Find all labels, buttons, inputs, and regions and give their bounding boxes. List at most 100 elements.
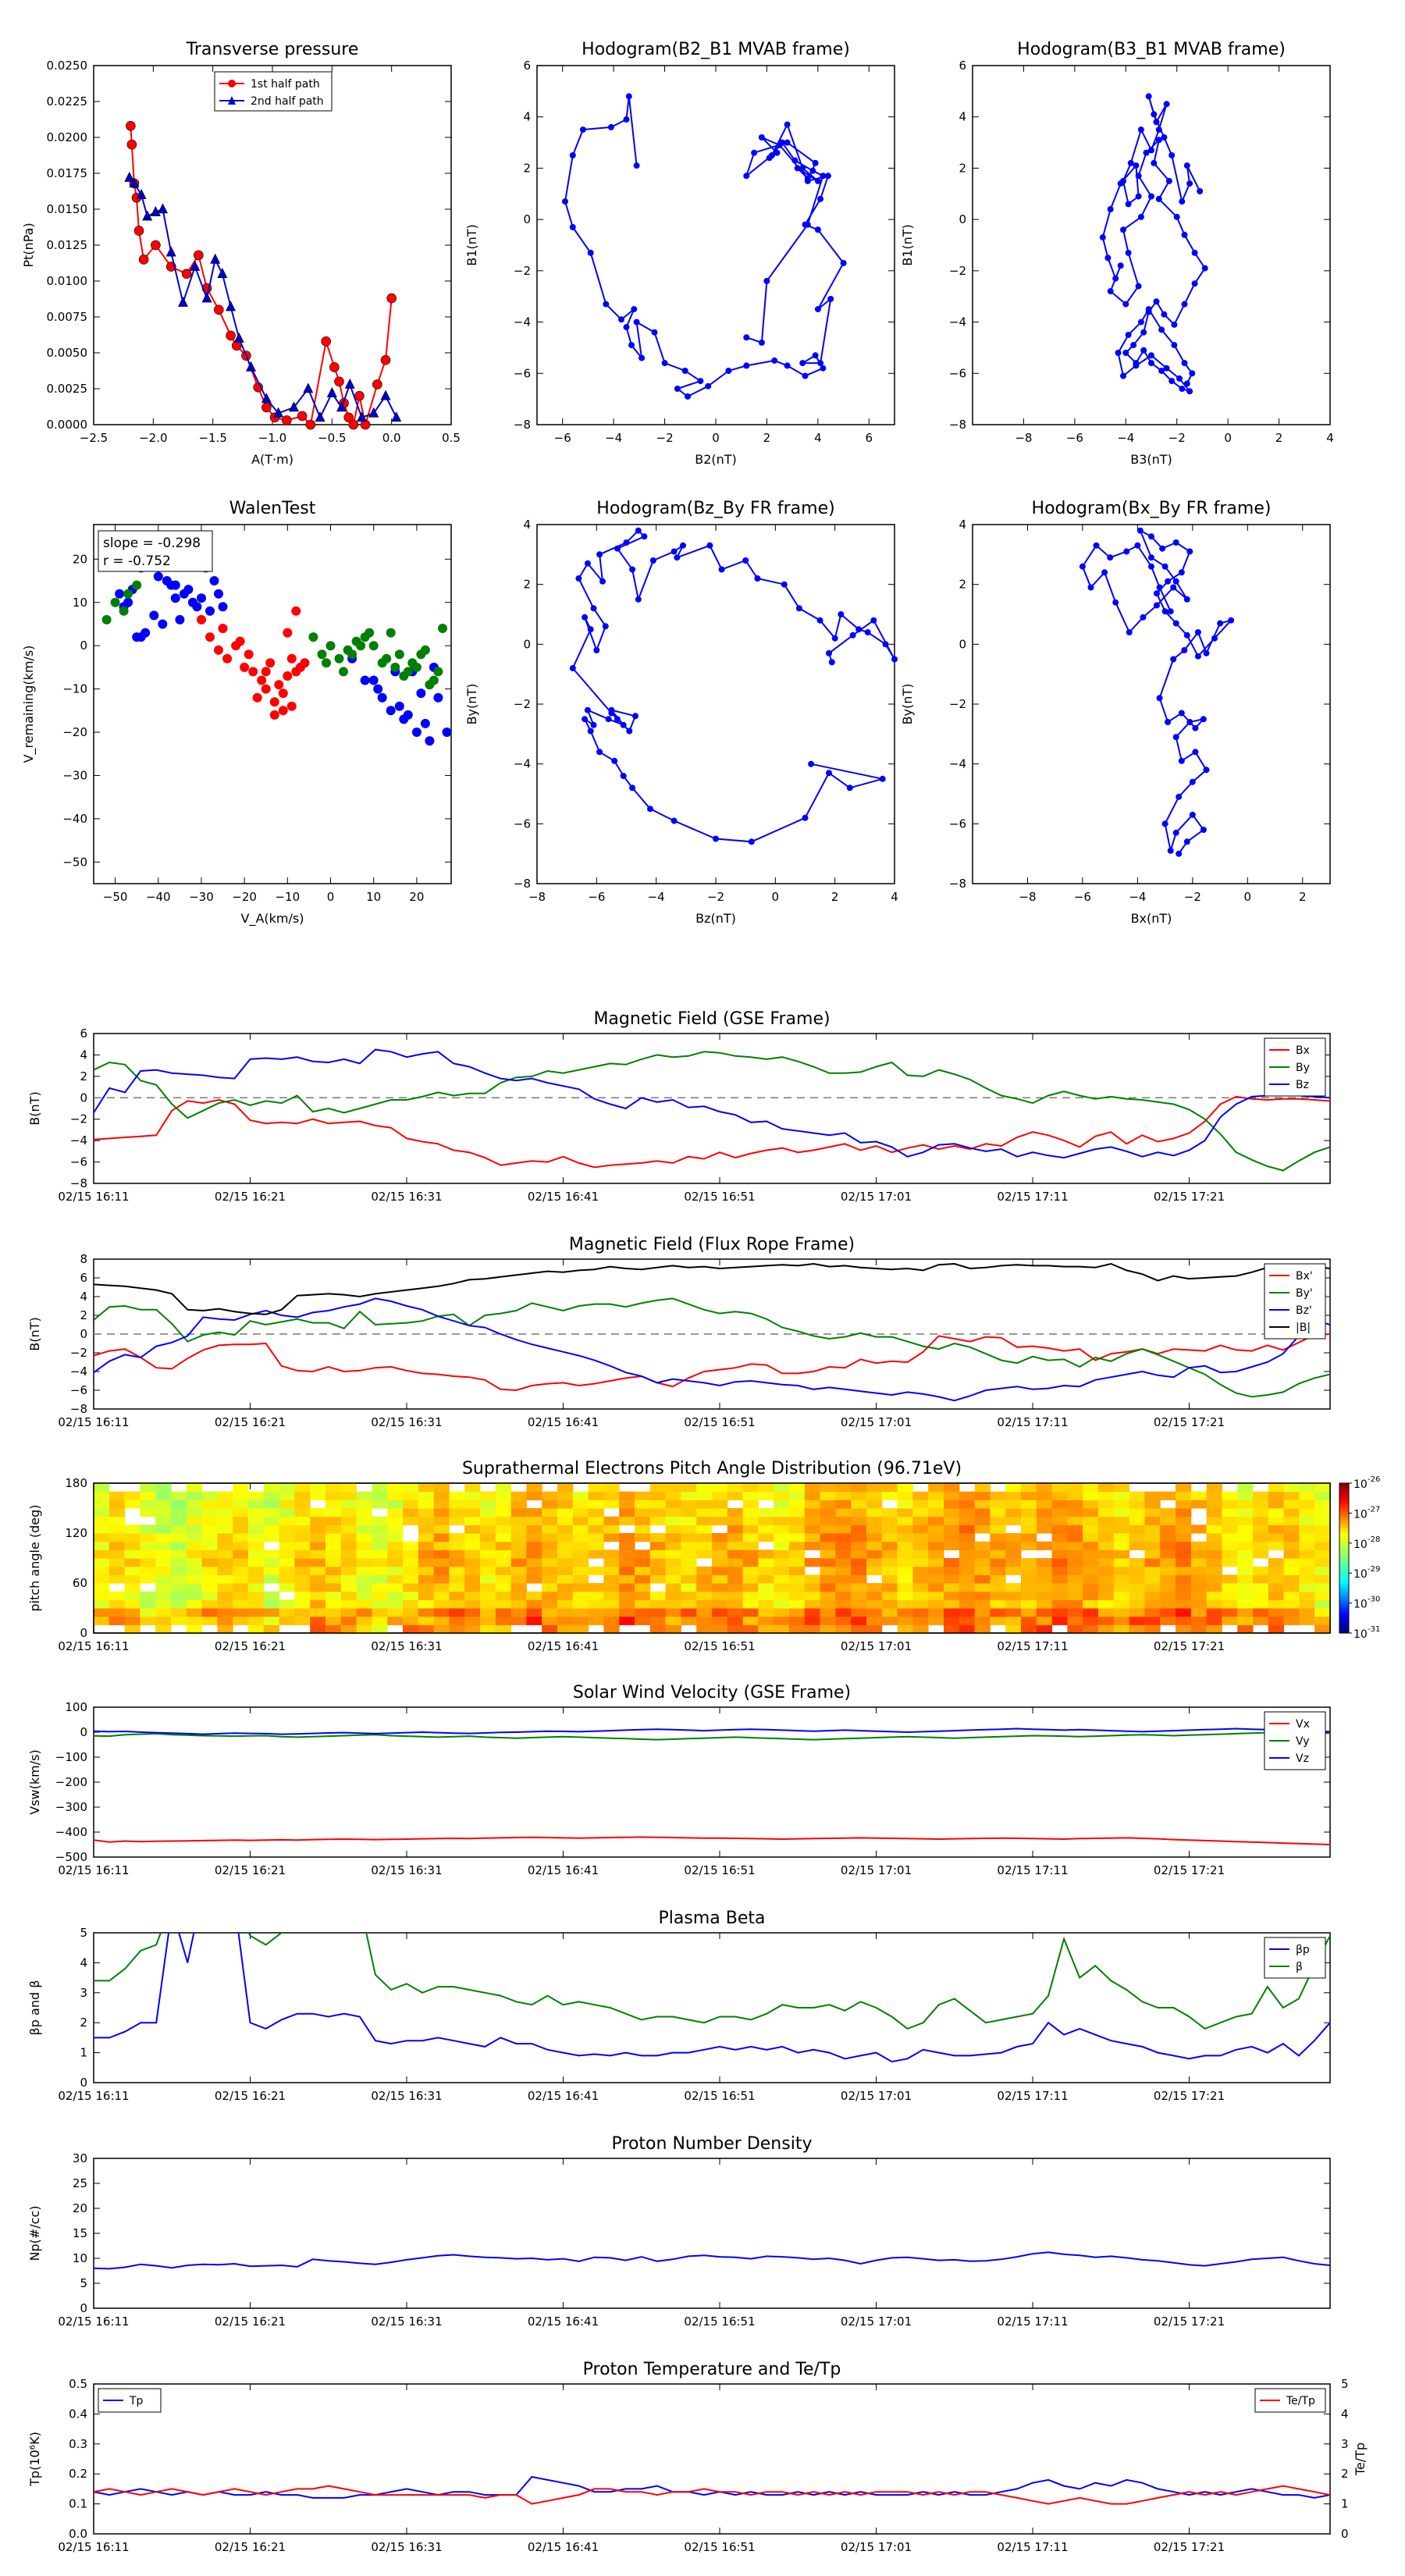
pad-cell bbox=[912, 1550, 929, 1559]
h1-trace-point bbox=[779, 139, 786, 146]
pad-cell bbox=[1083, 1500, 1099, 1509]
pad-cell bbox=[1253, 1541, 1269, 1550]
pad-cell bbox=[649, 1616, 667, 1625]
pt-ytick-label: 0.0050 bbox=[47, 346, 88, 360]
pad-cell bbox=[94, 1525, 110, 1534]
pad-cell bbox=[1160, 1541, 1176, 1550]
pad-cell bbox=[217, 1550, 233, 1559]
beta-ytick-label: 5 bbox=[80, 1926, 87, 1940]
beta-series-line-0 bbox=[94, 1933, 1330, 2063]
pad-cell bbox=[990, 1558, 1006, 1567]
pad-cell bbox=[1299, 1516, 1315, 1525]
pad-cell bbox=[1005, 1608, 1022, 1617]
pad-cell bbox=[635, 1525, 651, 1534]
pad-cell bbox=[356, 1558, 372, 1567]
pad-cell bbox=[418, 1583, 435, 1592]
h1-trace-point bbox=[681, 368, 688, 374]
pad-cell bbox=[217, 1599, 233, 1609]
tp-plot-frame bbox=[93, 2383, 1331, 2535]
h2-trace-point bbox=[1186, 180, 1193, 187]
pad-cell bbox=[1176, 1608, 1192, 1617]
walen-point bbox=[274, 680, 284, 690]
pad-cell bbox=[912, 1533, 929, 1542]
pad-cell bbox=[1098, 1566, 1115, 1575]
pad-cell bbox=[1206, 1583, 1222, 1592]
pad-cell bbox=[294, 1508, 311, 1517]
tp-xtick-label: 02/15 16:31 bbox=[371, 2540, 442, 2554]
mag_gse-ytick-label: 6 bbox=[80, 1026, 87, 1041]
pad-colorbar-label-base: 10 bbox=[1353, 1599, 1368, 1611]
h4-trace-point bbox=[1123, 548, 1130, 555]
walen-point bbox=[286, 653, 297, 664]
pad-cell bbox=[1144, 1508, 1161, 1517]
h3-ytick-label: −6 bbox=[514, 817, 531, 831]
h2-trace-point bbox=[1189, 370, 1196, 377]
pad-cell bbox=[279, 1616, 295, 1625]
pad-cell bbox=[1222, 1591, 1238, 1600]
h3-trace-point bbox=[670, 817, 678, 824]
pad-cell bbox=[1176, 1533, 1192, 1542]
h4-trace-point bbox=[1194, 629, 1201, 635]
pad-cell bbox=[340, 1525, 357, 1534]
pad-cell bbox=[449, 1616, 465, 1625]
pad-cell bbox=[201, 1508, 218, 1517]
pad-cell bbox=[1036, 1566, 1053, 1575]
h4-ytick-label: −4 bbox=[949, 757, 966, 771]
pad-cell bbox=[557, 1558, 574, 1567]
pt-ytick-label: 0.0225 bbox=[47, 94, 88, 109]
pad-cell bbox=[1206, 1525, 1222, 1534]
pad-cell bbox=[186, 1516, 203, 1525]
h2-trace-point bbox=[1127, 159, 1134, 166]
pad-cell bbox=[449, 1500, 465, 1509]
pad-cell bbox=[387, 1491, 404, 1500]
h2-trace-point bbox=[1122, 350, 1129, 356]
pad-cell bbox=[835, 1574, 852, 1584]
pad-cell bbox=[108, 1558, 126, 1567]
pad-cell bbox=[248, 1541, 265, 1550]
pad-cell bbox=[1036, 1491, 1053, 1500]
pad-cell bbox=[294, 1583, 311, 1592]
pad-cell bbox=[387, 1525, 404, 1534]
pad-cell bbox=[851, 1525, 867, 1534]
pad-cell bbox=[340, 1483, 357, 1493]
h4-trace-point bbox=[1200, 827, 1207, 833]
pad-cell bbox=[928, 1508, 944, 1517]
pad-cell bbox=[1222, 1550, 1238, 1559]
h4-trace-point bbox=[1172, 578, 1179, 585]
h1-xtick-label: 2 bbox=[763, 431, 771, 445]
pad-cell bbox=[619, 1566, 635, 1575]
pad-cell bbox=[881, 1558, 898, 1567]
pad-cell bbox=[635, 1574, 651, 1584]
pad-cell bbox=[1299, 1500, 1315, 1509]
walen-point bbox=[218, 624, 228, 633]
pad-cell bbox=[464, 1508, 481, 1517]
pad-cell bbox=[201, 1583, 218, 1592]
h3-trace-point bbox=[649, 557, 656, 564]
pad-cell bbox=[681, 1525, 697, 1534]
pad-cell bbox=[233, 1608, 249, 1617]
pad-cell bbox=[1299, 1508, 1315, 1517]
h2-title: Hodogram(B3_B1 MVAB frame) bbox=[1017, 40, 1286, 59]
pad-cell bbox=[1190, 1558, 1208, 1567]
tp-xtick-label: 02/15 16:21 bbox=[215, 2540, 286, 2554]
pad-cell bbox=[279, 1558, 295, 1567]
pt-legend-label: 2nd half path bbox=[251, 95, 324, 108]
tp-ytick-label: 0.0 bbox=[69, 2527, 87, 2541]
h1-trace-point bbox=[824, 173, 831, 180]
pad-cell bbox=[1268, 1500, 1285, 1509]
pad-cell bbox=[588, 1591, 604, 1600]
vsw-ytick-label: −200 bbox=[55, 1775, 87, 1789]
pad-cell bbox=[449, 1566, 465, 1575]
pad-cell bbox=[403, 1624, 419, 1634]
pt-point-circle bbox=[372, 379, 382, 390]
pad-cell bbox=[1021, 1583, 1037, 1592]
pad-cell bbox=[557, 1500, 574, 1509]
pad-cell bbox=[94, 1550, 110, 1559]
pad-cell bbox=[403, 1516, 419, 1525]
pad-cell bbox=[789, 1591, 806, 1600]
pad-cell bbox=[233, 1483, 249, 1493]
pad-cell bbox=[866, 1508, 883, 1517]
pt-point-triangle bbox=[226, 301, 237, 311]
pad-cell bbox=[1176, 1616, 1192, 1625]
